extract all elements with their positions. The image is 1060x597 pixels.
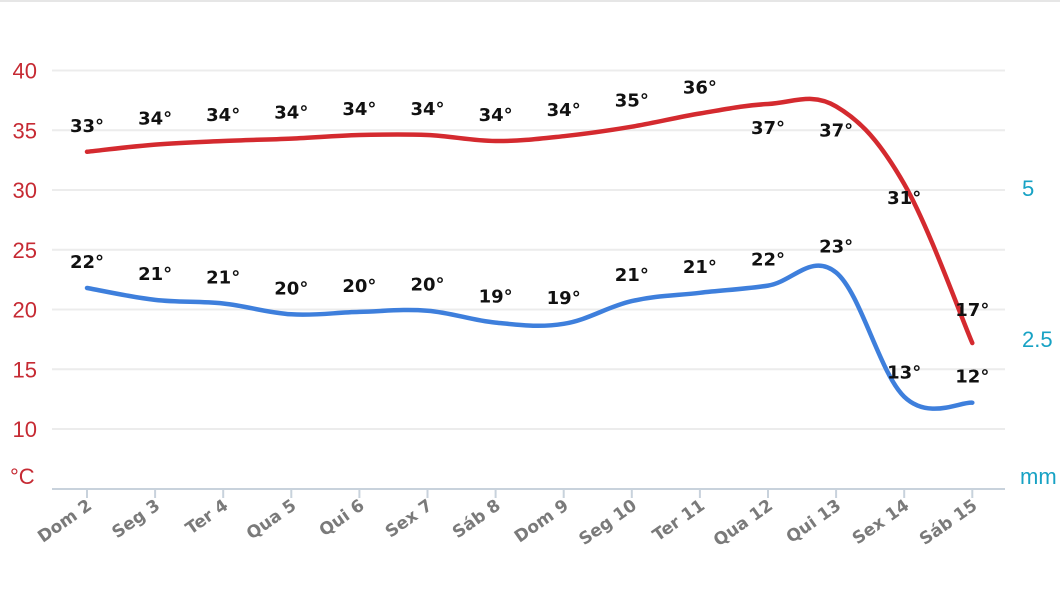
min-data-label: 22° bbox=[70, 252, 104, 273]
min-data-label: 20° bbox=[410, 275, 444, 296]
x-tick-label: Sex 7 bbox=[382, 496, 436, 542]
y-left-tick-label: 20 bbox=[13, 298, 37, 323]
x-tick-label: Seg 10 bbox=[576, 496, 641, 550]
y-left-tick-label: 35 bbox=[13, 118, 37, 143]
x-axis: Dom 2 Seg 3 Ter 4 Qua 5 Qui 6 Sex 7 Sáb 8 Dom 9… bbox=[34, 488, 1005, 551]
min-data-label: 13° bbox=[887, 363, 921, 384]
right-axis: 5 2.5 mm bbox=[1020, 176, 1057, 489]
max-data-label: 35° bbox=[615, 91, 649, 112]
y-left-tick-label: 30 bbox=[13, 178, 37, 203]
y-left-tick-label: 10 bbox=[13, 417, 37, 442]
max-data-label: 34° bbox=[479, 105, 513, 126]
left-axis: 40 35 30 25 20 15 10 °C bbox=[10, 59, 37, 490]
y-left-tick-label: 25 bbox=[13, 238, 37, 263]
min-data-label: 12° bbox=[955, 367, 989, 388]
max-temperature-line bbox=[84, 96, 975, 346]
max-data-label: 34° bbox=[342, 99, 376, 120]
x-tick-label: Qua 5 bbox=[243, 496, 300, 544]
min-data-label: 21° bbox=[615, 265, 649, 286]
top-divider bbox=[0, 0, 1060, 2]
x-tick-label: Ter 11 bbox=[649, 496, 709, 546]
max-data-label: 34° bbox=[410, 99, 444, 120]
min-data-label: 19° bbox=[479, 287, 513, 308]
x-tick-label: Qui 13 bbox=[783, 496, 845, 548]
max-data-label: 33° bbox=[70, 116, 104, 137]
min-data-label: 21° bbox=[138, 264, 172, 285]
max-data-label: 31° bbox=[887, 188, 921, 209]
max-data-label: 34° bbox=[138, 109, 172, 130]
x-tick-label: Seg 3 bbox=[109, 496, 164, 543]
max-data-label: 34° bbox=[206, 105, 240, 126]
min-data-label: 21° bbox=[206, 268, 240, 289]
min-data-label: 20° bbox=[342, 276, 376, 297]
max-data-label: 37° bbox=[751, 118, 785, 139]
y-left-tick-label: 40 bbox=[13, 59, 37, 84]
gridlines bbox=[52, 69, 1005, 430]
min-data-label: 19° bbox=[547, 288, 581, 309]
max-data-label: 34° bbox=[274, 103, 308, 124]
x-tick-label: Sáb 8 bbox=[449, 496, 504, 543]
x-tick-label: Sex 14 bbox=[849, 496, 913, 549]
x-tick-label: Ter 4 bbox=[182, 496, 232, 539]
y-right-unit: mm bbox=[1020, 464, 1057, 489]
y-right-tick-label: 2.5 bbox=[1022, 327, 1053, 352]
y-left-unit: °C bbox=[10, 464, 35, 489]
min-data-label: 22° bbox=[751, 250, 785, 271]
max-data-label: 36° bbox=[683, 78, 717, 99]
x-tick-label: Qui 6 bbox=[316, 496, 369, 541]
x-tick-label: Qua 12 bbox=[710, 496, 777, 551]
min-data-label: 20° bbox=[274, 278, 308, 299]
min-data-label: 23° bbox=[819, 236, 853, 257]
max-data-label: 34° bbox=[547, 100, 581, 121]
x-tick-label: Sáb 15 bbox=[916, 496, 981, 550]
y-left-tick-label: 15 bbox=[13, 357, 37, 382]
x-tick-label: Dom 9 bbox=[511, 496, 573, 548]
y-right-tick-label: 5 bbox=[1022, 176, 1034, 201]
x-tick-label: Dom 2 bbox=[34, 496, 96, 548]
max-data-label: 17° bbox=[955, 300, 989, 321]
max-data-label: 37° bbox=[819, 120, 853, 141]
data-labels: 33° 34° 34° 34° 34° 34° 34° 34° 35° 36° 37° 37° 31° 1… bbox=[70, 78, 989, 388]
min-temperature-line bbox=[84, 263, 975, 411]
min-data-label: 21° bbox=[683, 257, 717, 278]
series-lines bbox=[84, 96, 975, 411]
